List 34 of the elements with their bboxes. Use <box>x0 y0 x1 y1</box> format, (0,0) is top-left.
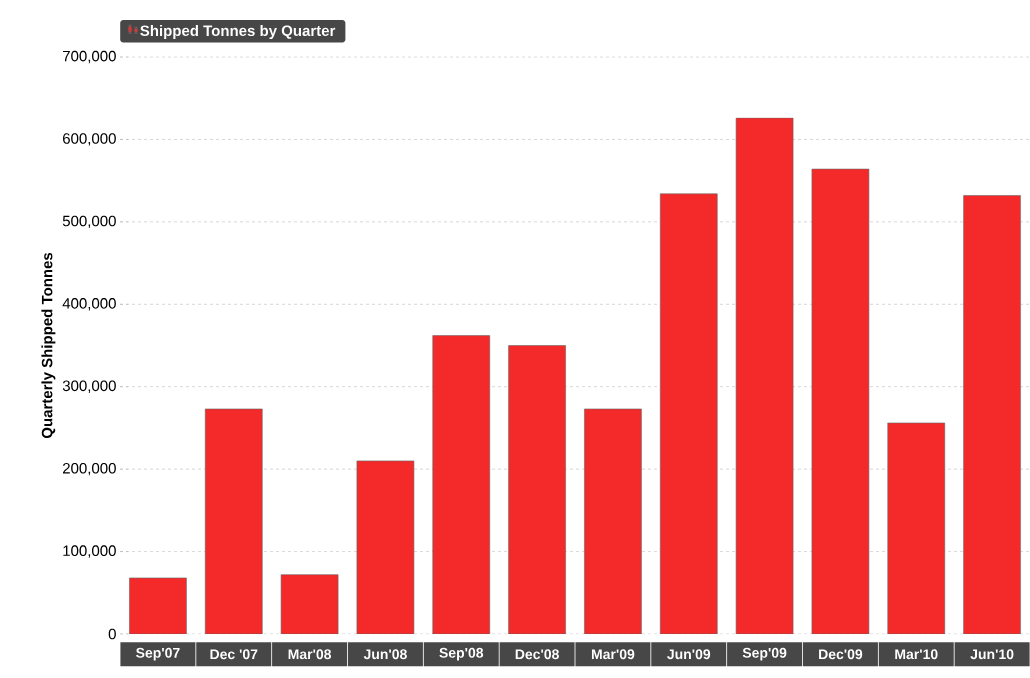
bar <box>660 193 718 634</box>
y-tick-label: 600,000 <box>63 133 116 146</box>
bar <box>584 408 642 634</box>
x-tick-label: Mar'08 <box>288 649 332 660</box>
x-tick-label: Dec'09 <box>819 649 863 660</box>
x-tick-label: Sep'08 <box>439 647 484 661</box>
bar <box>736 118 794 634</box>
bar <box>205 408 263 634</box>
bar <box>432 335 490 634</box>
y-tick-label: 400,000 <box>62 298 116 311</box>
x-tick-label: Jun'08 <box>363 649 407 660</box>
y-tick-label: 200,000 <box>63 462 116 476</box>
x-tick-label: Sep'07 <box>136 647 180 661</box>
legend-label: Shipped Tonnes by Quarter <box>140 25 336 39</box>
bar <box>811 169 869 634</box>
x-tick-label: Dec'08 <box>515 649 559 660</box>
x-tick-label: Jun'09 <box>667 649 711 660</box>
bar <box>129 577 187 634</box>
y-axis-title: Quarterly Shipped Tonnes <box>41 252 56 439</box>
bar <box>887 422 945 634</box>
y-tick-label: 100,000 <box>63 545 116 558</box>
x-tick-label: Jun'10 <box>970 649 1014 660</box>
y-tick-label: 300,000 <box>62 380 116 393</box>
y-tick-label: 700,000 <box>63 50 116 64</box>
bar <box>963 195 1021 634</box>
y-tick-label: 500,000 <box>62 215 116 229</box>
x-tick-label: Dec '07 <box>210 649 258 660</box>
x-tick-label: Mar'09 <box>591 649 635 660</box>
bar <box>356 460 414 634</box>
x-tick-label: Sep'09 <box>742 647 787 661</box>
y-tick-label: 0 <box>108 628 116 640</box>
bar <box>508 345 566 634</box>
x-tick-label: Mar'10 <box>895 649 938 660</box>
bar <box>281 574 339 634</box>
